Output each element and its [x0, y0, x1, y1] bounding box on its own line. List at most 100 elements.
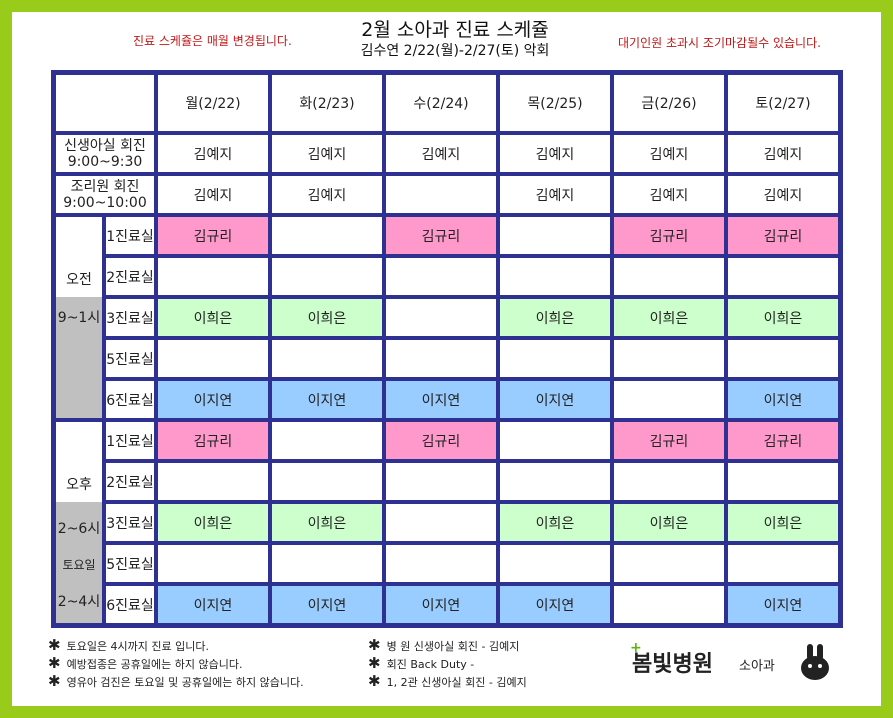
- notice-early-close: 대기인원 초과시 조기마감될수 있습니다.: [618, 36, 821, 50]
- schedule-cell: [384, 338, 498, 379]
- department-label: 소아과: [739, 659, 775, 674]
- schedule-cell: 김규리: [612, 215, 726, 256]
- schedule-cell: 이지연: [156, 379, 270, 420]
- period-label: 오후: [54, 420, 104, 502]
- hospital-name: 봄빛병원: [632, 652, 713, 677]
- schedule-cell: [270, 461, 384, 502]
- plus-icon: +: [630, 640, 642, 656]
- schedule-cell: 김예지: [156, 174, 270, 215]
- schedule-cell: [612, 461, 726, 502]
- room-label: 5진료실: [104, 338, 156, 379]
- footer-notes-left: ✱ 토요일은 4시까지 진료 입니다. ✱ 예방접종은 공휴일에는 하지 않습니다.…: [48, 637, 304, 691]
- schedule-cell: 김예지: [384, 133, 498, 174]
- staff-row-title: 신생아실 회진: [64, 137, 146, 154]
- schedule-cell: [612, 584, 726, 625]
- schedule-cell: [270, 215, 384, 256]
- day-header: 화(2/23): [270, 73, 384, 133]
- schedule-cell: [156, 461, 270, 502]
- schedule-cell: [498, 543, 612, 584]
- schedule-cell: 이희은: [498, 502, 612, 543]
- schedule-cell: 김예지: [726, 174, 840, 215]
- room-label: 1진료실: [104, 215, 156, 256]
- staff-row-time: 9:00~10:00: [63, 194, 147, 211]
- schedule-cell: [726, 543, 840, 584]
- schedule-cell: 이지연: [156, 584, 270, 625]
- notice-monthly-change: 진료 스케쥴은 매월 변경됩니다.: [133, 34, 292, 48]
- period-time-label: 9~1시: [54, 297, 104, 420]
- saturday-label: 토요일: [62, 558, 96, 572]
- room-row: 2진료실: [54, 256, 840, 297]
- schedule-cell: 김예지: [726, 133, 840, 174]
- schedule-cell: 이지연: [270, 584, 384, 625]
- asterisk-icon: ✱: [48, 672, 61, 690]
- room-row: 6진료실 이지연 이지연 이지연 이지연 이지연: [54, 584, 840, 625]
- schedule-cell: [156, 256, 270, 297]
- day-header: 목(2/25): [498, 73, 612, 133]
- schedule-cell: [726, 338, 840, 379]
- schedule-cell: 김규리: [156, 420, 270, 461]
- asterisk-icon: ✱: [48, 654, 61, 672]
- schedule-cell: [384, 297, 498, 338]
- period-time-label: 2~6시 토요일 2~4시: [54, 502, 104, 625]
- schedule-cell: 김예지: [612, 174, 726, 215]
- schedule-cell: 김예지: [156, 133, 270, 174]
- room-row: 9~1시 3진료실 이희은 이희은 이희은 이희은 이희은: [54, 297, 840, 420]
- rabbit-icon: [801, 644, 829, 680]
- footer-notes-right: ✱ 병 원 신생아실 회진 - 김예지 ✱ 회진 Back Duty - ✱ 1, 2…: [368, 637, 527, 691]
- schedule-cell: 김예지: [270, 174, 384, 215]
- schedule-cell: 김규리: [156, 215, 270, 256]
- asterisk-icon: ✱: [368, 636, 381, 654]
- schedule-cell: [156, 338, 270, 379]
- schedule-cell: [270, 338, 384, 379]
- schedule-cell: [612, 256, 726, 297]
- room-row: 5진료실: [54, 338, 840, 379]
- schedule-cell: [270, 543, 384, 584]
- room-label: 3진료실: [104, 502, 156, 543]
- period-time: 2~6시: [57, 521, 101, 537]
- schedule-cell: 김예지: [612, 133, 726, 174]
- schedule-cell: [498, 256, 612, 297]
- schedule-cell: 이희은: [156, 297, 270, 338]
- asterisk-icon: ✱: [48, 636, 61, 654]
- schedule-cell: 이지연: [384, 584, 498, 625]
- schedule-cell: [384, 256, 498, 297]
- footer-note: ✱ 회진 Back Duty -: [368, 654, 475, 672]
- schedule-cell: 김예지: [498, 174, 612, 215]
- schedule-cell: 김예지: [270, 133, 384, 174]
- footer-note: ✱ 토요일은 4시까지 진료 입니다.: [48, 636, 210, 654]
- room-label: 1진료실: [104, 420, 156, 461]
- asterisk-icon: ✱: [368, 672, 381, 690]
- schedule-cell: [498, 420, 612, 461]
- schedule-cell: [270, 420, 384, 461]
- room-row: 2진료실: [54, 461, 840, 502]
- footer-note: ✱ 예방접종은 공휴일에는 하지 않습니다.: [48, 654, 243, 672]
- schedule-cell: 이희은: [612, 502, 726, 543]
- period-label: 오전: [54, 215, 104, 297]
- day-header: 토(2/27): [726, 73, 840, 133]
- staff-row-title: 조리원 회진: [70, 178, 140, 195]
- footer-note: ✱ 병 원 신생아실 회진 - 김예지: [368, 636, 520, 654]
- day-header: 금(2/26): [612, 73, 726, 133]
- day-header: 월(2/22): [156, 73, 270, 133]
- room-row: 오후 1진료실 김규리 김규리 김규리 김규리: [54, 420, 840, 502]
- schedule-cell: 이지연: [270, 379, 384, 420]
- schedule-cell: 이희은: [726, 502, 840, 543]
- schedule-cell: 김예지: [498, 133, 612, 174]
- schedule-cell: 이지연: [726, 379, 840, 420]
- room-label: 2진료실: [104, 256, 156, 297]
- schedule-cell: 김규리: [726, 420, 840, 461]
- room-row: 6진료실 이지연 이지연 이지연 이지연 이지연: [54, 379, 840, 420]
- footer-note: ✱ 영유아 검진은 토요일 및 공휴일에는 하지 않습니다.: [48, 672, 304, 690]
- schedule-cell: 이지연: [726, 584, 840, 625]
- schedule-cell: 이희은: [612, 297, 726, 338]
- schedule-cell: [498, 338, 612, 379]
- schedule-cell: [498, 461, 612, 502]
- room-row: 오전 1진료실 김규리 김규리 김규리 김규리: [54, 215, 840, 297]
- schedule-cell: 김규리: [726, 215, 840, 256]
- room-label: 6진료실: [104, 584, 156, 625]
- asterisk-icon: ✱: [368, 654, 381, 672]
- title-sub: 김수연 2/22(월)-2/27(토) 악회: [360, 43, 550, 59]
- room-row: 5진료실: [54, 543, 840, 584]
- staff-row-label: 신생아실 회진 9:00~9:30: [54, 133, 156, 174]
- schedule-cell: [612, 379, 726, 420]
